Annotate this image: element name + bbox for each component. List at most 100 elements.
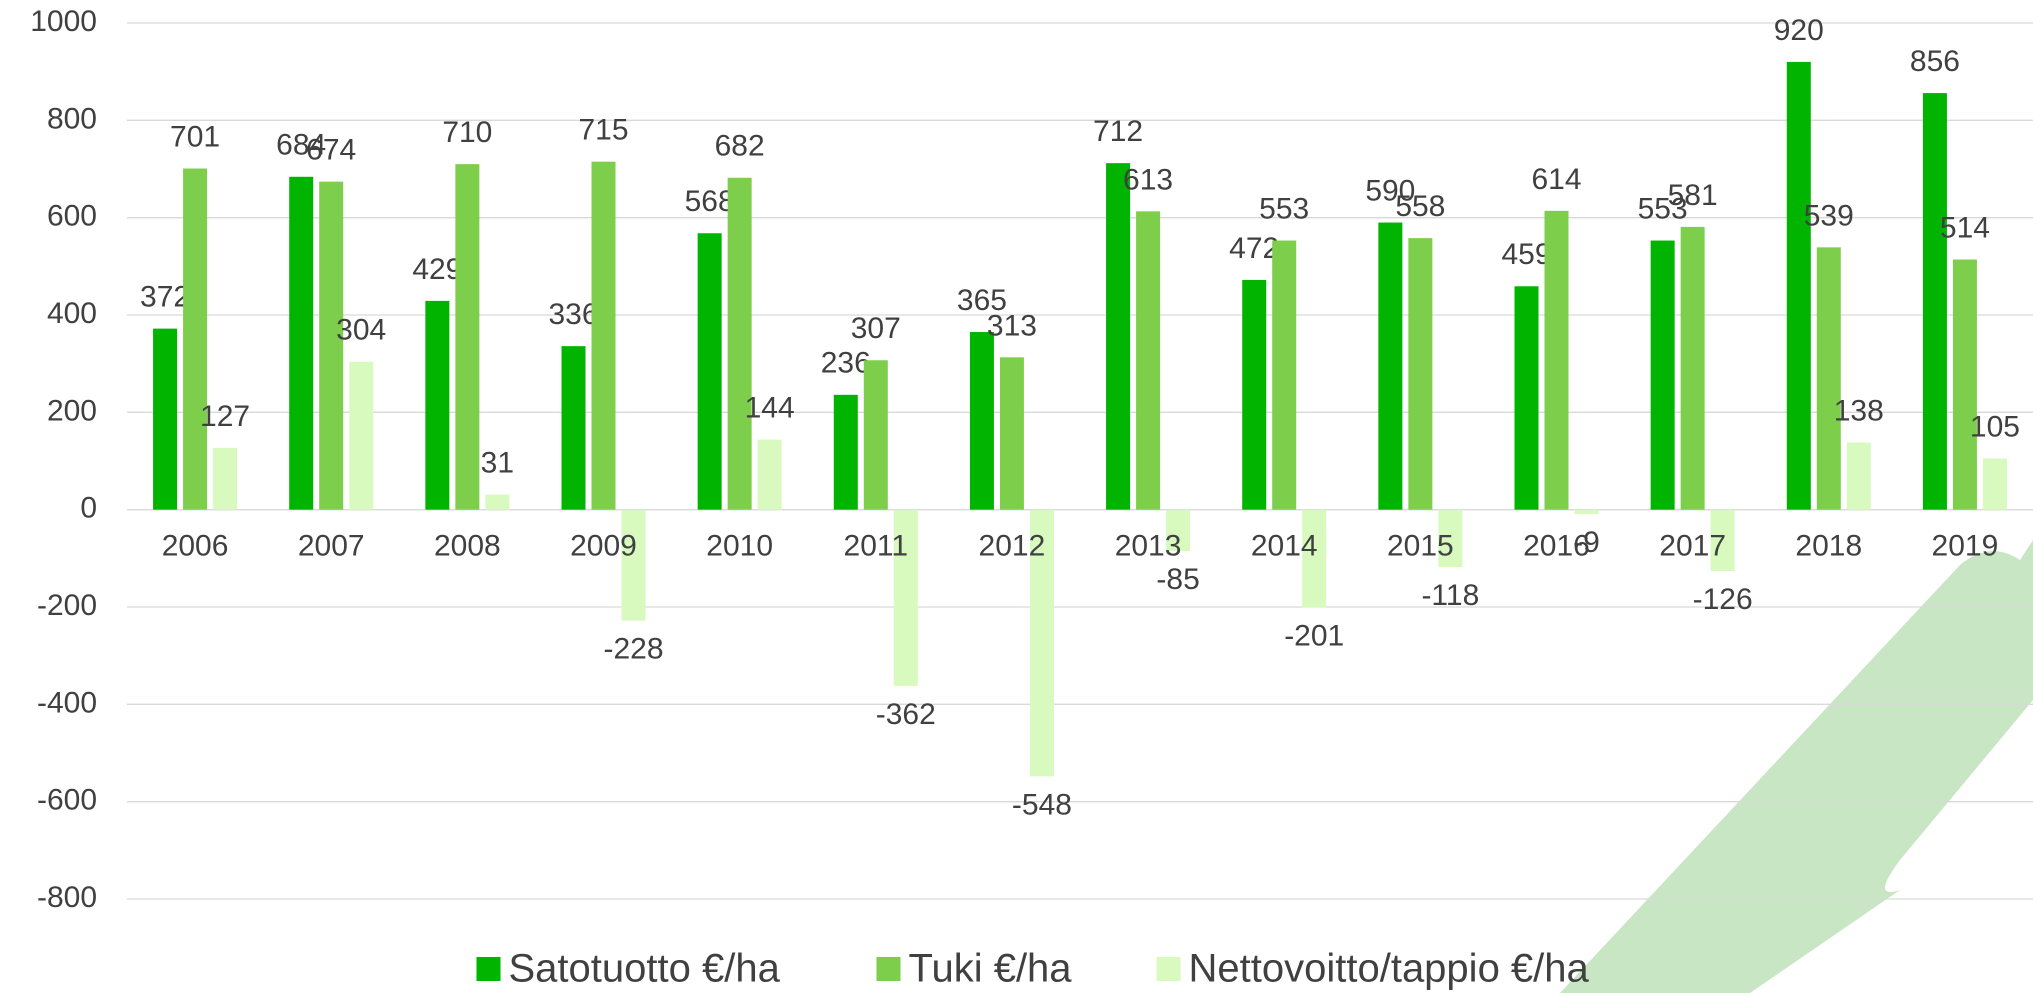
legend-swatch [1157, 957, 1181, 981]
data-label: 568 [685, 185, 735, 218]
data-label: 614 [1531, 163, 1581, 196]
legend-swatch [477, 957, 501, 981]
x-tick-label: 2011 [844, 530, 909, 563]
x-tick-label: 2007 [298, 530, 365, 563]
bar [1817, 247, 1841, 509]
bar [1983, 459, 2007, 510]
data-label: 613 [1123, 163, 1173, 196]
y-tick-label: 200 [47, 394, 97, 427]
x-tick-label: 2012 [979, 530, 1046, 563]
y-tick-label: 600 [47, 200, 97, 233]
decoration [1560, 540, 2033, 993]
bar [758, 440, 782, 510]
data-label: -228 [603, 633, 663, 666]
y-tick-label: 400 [47, 297, 97, 330]
data-label: 31 [481, 447, 514, 480]
bar [1242, 280, 1266, 510]
legend-label: Satotuotto €/ha [509, 947, 781, 991]
data-label: 236 [821, 347, 871, 380]
data-label: 539 [1804, 199, 1854, 232]
data-label: 472 [1229, 232, 1279, 265]
y-tick-label: -800 [37, 881, 97, 914]
chart: -800 -600 -400 -200 0 200 400 600 800 1000 372 701 1… [0, 0, 2033, 993]
data-label: 553 [1259, 192, 1309, 225]
y-tick-label: -400 [37, 686, 97, 719]
bar [485, 495, 509, 510]
legend-swatch [877, 957, 901, 981]
bar [349, 362, 373, 510]
bar [1681, 227, 1705, 510]
bar [1575, 510, 1599, 514]
x-tick-label: 2013 [1115, 530, 1182, 563]
data-label: 674 [306, 134, 356, 167]
data-label: 514 [1940, 211, 1990, 244]
data-label: 701 [170, 120, 220, 153]
data-label: 127 [200, 400, 250, 433]
bar [698, 233, 722, 509]
bar [1136, 211, 1160, 509]
y-tick-label: -200 [37, 589, 97, 622]
bar [1651, 241, 1675, 510]
data-label: 429 [412, 253, 462, 286]
bar [1847, 443, 1871, 510]
bar [592, 162, 616, 510]
data-label: 920 [1774, 14, 1824, 47]
data-label: 336 [548, 298, 598, 331]
data-label: -118 [1421, 579, 1479, 612]
x-tick-label: 2009 [570, 530, 637, 563]
x-tick-label: 2017 [1659, 530, 1726, 563]
data-label: 712 [1093, 115, 1143, 148]
data-label: 682 [715, 130, 765, 163]
data-label: -362 [876, 698, 936, 731]
data-label: 581 [1668, 179, 1718, 212]
x-tick-label: 2018 [1795, 530, 1862, 563]
bar [970, 332, 994, 510]
bar [728, 178, 752, 510]
y-tick-label: 0 [80, 492, 97, 525]
data-label: 105 [1970, 410, 2020, 443]
data-label: 372 [140, 281, 190, 314]
x-tick-label: 2006 [162, 530, 229, 563]
x-tick-label: 2019 [1932, 530, 1999, 563]
y-tick-label: 1000 [30, 5, 97, 38]
bar [864, 360, 888, 509]
bar [562, 346, 586, 510]
data-label: 144 [745, 392, 795, 425]
x-tick-label: 2016 [1523, 530, 1590, 563]
x-tick-label: 2015 [1387, 530, 1454, 563]
bar [1545, 211, 1569, 510]
bar [1953, 260, 1977, 510]
data-label: 459 [1501, 238, 1551, 271]
data-label: 304 [336, 314, 386, 347]
bar [1408, 238, 1432, 510]
data-label: -85 [1156, 563, 1199, 596]
data-label: 313 [987, 309, 1037, 342]
y-tick-label: 800 [47, 102, 97, 135]
bar [834, 395, 858, 510]
data-label: -548 [1012, 788, 1072, 821]
data-label: -126 [1693, 583, 1753, 616]
legend-label: Tuki €/ha [909, 947, 1073, 991]
bar [1923, 93, 1947, 510]
data-label: 715 [578, 114, 628, 147]
bar [153, 329, 177, 510]
data-label: 558 [1395, 190, 1445, 223]
bar [1106, 163, 1130, 510]
x-tick-label: 2010 [706, 530, 773, 563]
bar [1000, 357, 1024, 509]
bar [1787, 62, 1811, 510]
data-label: 856 [1910, 45, 1960, 78]
y-tick-label: -600 [37, 784, 97, 817]
data-label: -201 [1284, 619, 1344, 652]
bar [622, 510, 646, 621]
bar [1272, 241, 1296, 510]
bar [213, 448, 237, 510]
bar [1515, 286, 1539, 509]
bar [289, 177, 313, 510]
data-label: 307 [851, 312, 901, 345]
x-tick-label: 2008 [434, 530, 501, 563]
bar [1378, 223, 1402, 510]
bar [425, 301, 449, 510]
data-label: 710 [442, 116, 492, 149]
data-label: 138 [1834, 394, 1884, 427]
